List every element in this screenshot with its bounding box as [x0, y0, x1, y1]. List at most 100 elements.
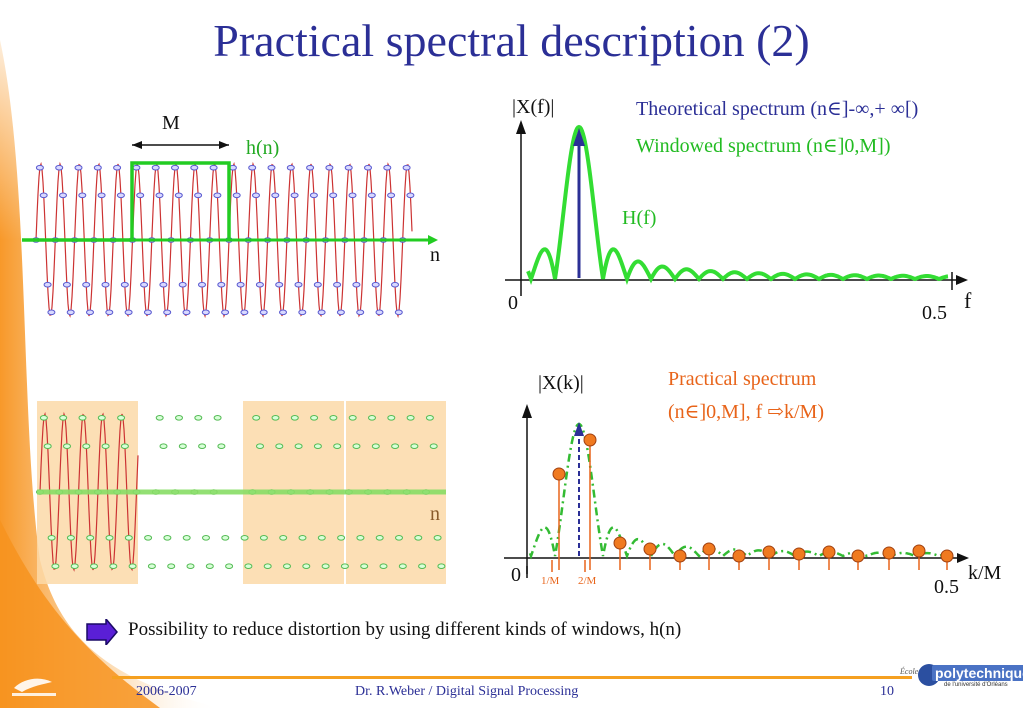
- signal-sample-marker: [398, 563, 407, 570]
- signal-sample-marker: [205, 563, 214, 570]
- signal-sample-marker: [155, 415, 164, 421]
- signal-sample-marker: [70, 563, 79, 570]
- signal-sample-marker: [333, 281, 342, 288]
- signal-sample-marker: [391, 281, 399, 288]
- signal-sample-marker: [406, 192, 415, 199]
- signal-sample-marker: [325, 164, 334, 171]
- sample-marker: [643, 542, 657, 556]
- signal-sample-marker: [313, 443, 322, 450]
- signal-sample-marker: [182, 309, 191, 316]
- signal-sample-marker: [201, 309, 210, 316]
- signal-sample-marker: [109, 563, 118, 570]
- signal-sample-marker: [344, 164, 353, 171]
- sample-marker: [732, 549, 746, 563]
- sample-marker: [822, 545, 836, 559]
- signal-sample-marker: [82, 443, 91, 450]
- signal-sample-marker: [259, 535, 268, 541]
- signal-sample-marker: [414, 535, 423, 541]
- signal-sample-marker: [271, 192, 280, 199]
- signal-sample-marker: [387, 415, 396, 421]
- footer-divider: [112, 676, 912, 679]
- bullet-text: Possibility to reduce distortion by usin…: [128, 619, 682, 640]
- signal-sample-marker: [279, 535, 288, 541]
- signal-sample-marker: [395, 535, 403, 541]
- x-end-label: 0.5: [922, 302, 947, 324]
- signal-sample-marker: [336, 309, 345, 316]
- signal-sample-marker: [90, 563, 98, 570]
- window-spectrum-label: H(f): [622, 207, 657, 229]
- signal-sample-marker: [202, 535, 210, 541]
- signal-sample-marker: [387, 192, 396, 199]
- signal-sample-marker: [356, 309, 365, 316]
- signal-sample-marker: [364, 164, 372, 171]
- signal-sample-marker: [213, 415, 222, 421]
- signal-sample-marker: [47, 535, 56, 541]
- signal-sample-marker: [178, 281, 187, 288]
- signal-sample-marker: [171, 164, 179, 171]
- signal-sample-marker: [124, 309, 133, 316]
- page-title: Practical spectral description (2): [213, 15, 810, 66]
- signal-sample-marker: [360, 563, 369, 570]
- signal-sample-marker: [63, 443, 71, 450]
- signal-sample-marker: [39, 192, 48, 199]
- signal-sample-marker: [290, 192, 299, 199]
- signal-sample-marker: [236, 281, 245, 288]
- signal-sample-marker: [352, 443, 361, 450]
- sample-marker: [882, 546, 896, 560]
- signal-sample-marker: [113, 164, 122, 171]
- practical-caption-1: Practical spectrum: [668, 368, 817, 390]
- signal-sample-marker: [128, 563, 137, 570]
- signal-sample-marker: [182, 535, 191, 541]
- signal-sample-marker: [140, 281, 149, 288]
- signal-sample-marker: [368, 415, 376, 421]
- signal-sample-marker: [329, 192, 338, 199]
- legend-windowed: Windowed spectrum (n∈]0,M]): [636, 135, 891, 157]
- signal-sample-marker: [340, 563, 349, 570]
- signal-sample-marker: [66, 309, 75, 316]
- origin-label-bottom: 0: [511, 564, 521, 586]
- signal-sample-marker: [348, 415, 357, 421]
- signal-sample-marker: [337, 535, 346, 541]
- signal-sample-marker: [186, 563, 195, 570]
- signal-sample-marker: [82, 281, 91, 288]
- spectrum-samples: [526, 433, 954, 578]
- signal-sample-marker: [62, 281, 71, 288]
- tick-2-label: 2/M: [578, 575, 597, 587]
- practical-caption-2: (n∈]0,M], f ⇨k/M): [668, 401, 824, 423]
- signal-sample-marker: [35, 164, 44, 171]
- signal-sample-marker: [263, 563, 272, 570]
- signal-sample-marker: [213, 192, 222, 199]
- signal-sample-marker: [194, 415, 203, 421]
- signal-sample-marker: [217, 443, 226, 450]
- signal-sample-marker: [298, 309, 307, 316]
- signal-sample-marker: [275, 443, 284, 450]
- signal-sample-marker: [371, 443, 380, 450]
- signal-sample-marker: [78, 192, 87, 199]
- signal-sample-marker: [51, 563, 60, 570]
- signal-sample-marker: [290, 415, 299, 421]
- signal-sample-marker: [317, 535, 326, 541]
- signal-sample-marker: [39, 415, 48, 421]
- signal-sample-marker: [317, 309, 326, 316]
- signal-sample-marker: [86, 535, 95, 541]
- signal-sample-marker: [151, 164, 160, 171]
- signal-sample-marker: [298, 535, 307, 541]
- sample-marker: [613, 536, 627, 550]
- signal-sample-marker: [275, 281, 284, 288]
- x-axis-label-bottom: k/M: [968, 562, 1002, 584]
- signal-sample-marker: [47, 309, 56, 316]
- signal-sample-marker: [221, 309, 230, 316]
- signal-sample-marker: [43, 443, 52, 450]
- signal-sample-marker: [309, 192, 318, 199]
- legend-theoretical: Theoretical spectrum (n∈]-∞,+ ∞[): [636, 98, 919, 120]
- signal-sample-marker: [66, 535, 75, 541]
- signal-sample-marker: [352, 281, 361, 288]
- signal-sample-marker: [136, 192, 145, 199]
- signal-sample-marker: [159, 443, 168, 450]
- signal-sample-marker: [147, 563, 156, 570]
- signal-sample-marker: [221, 535, 230, 541]
